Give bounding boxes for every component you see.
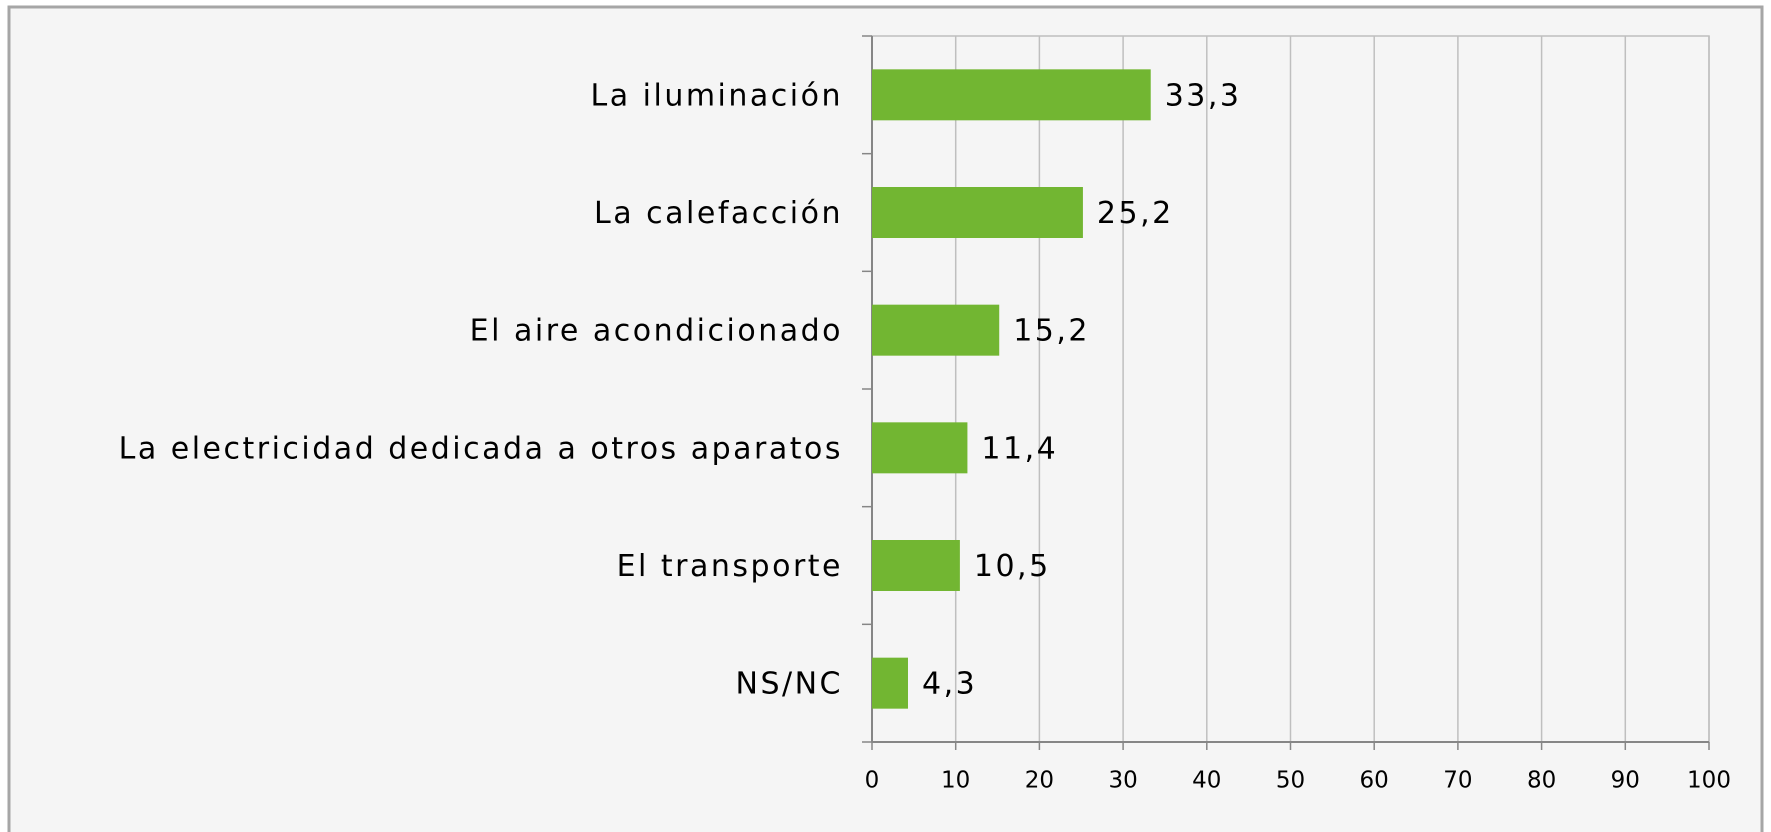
y-tick-label: La iluminación: [591, 78, 843, 113]
x-tick-label: 70: [1443, 768, 1472, 794]
y-tick-label: El transporte: [617, 549, 843, 584]
data-label: 25,2: [1097, 196, 1174, 231]
x-tick-label: 30: [1108, 768, 1137, 794]
y-tick-label: La electricidad dedicada a otros aparato…: [119, 431, 843, 466]
bar: [872, 69, 1151, 121]
bar: [872, 540, 960, 591]
x-tick-label: 0: [865, 768, 880, 794]
data-label: 11,4: [981, 431, 1058, 466]
x-tick-label: 60: [1360, 768, 1389, 794]
x-tick-label: 20: [1025, 768, 1054, 794]
x-tick-label: 40: [1192, 768, 1221, 794]
x-tick-label: 100: [1687, 768, 1731, 794]
data-label: 15,2: [1013, 314, 1090, 349]
x-tick-label: 80: [1527, 768, 1556, 794]
x-tick-label: 90: [1611, 768, 1640, 794]
y-tick-label: NS/NC: [736, 667, 843, 702]
x-tick-label: 50: [1276, 768, 1305, 794]
bar: [872, 304, 1000, 356]
y-tick-label: La calefacción: [594, 196, 843, 231]
bar: [872, 187, 1083, 238]
data-label: 4,3: [922, 667, 977, 702]
y-tick-label: El aire acondicionado: [470, 314, 843, 349]
bar: [872, 422, 968, 474]
bar: [872, 657, 908, 709]
x-tick-label: 10: [941, 768, 970, 794]
data-label: 10,5: [974, 549, 1051, 584]
data-label: 33,3: [1165, 78, 1242, 113]
